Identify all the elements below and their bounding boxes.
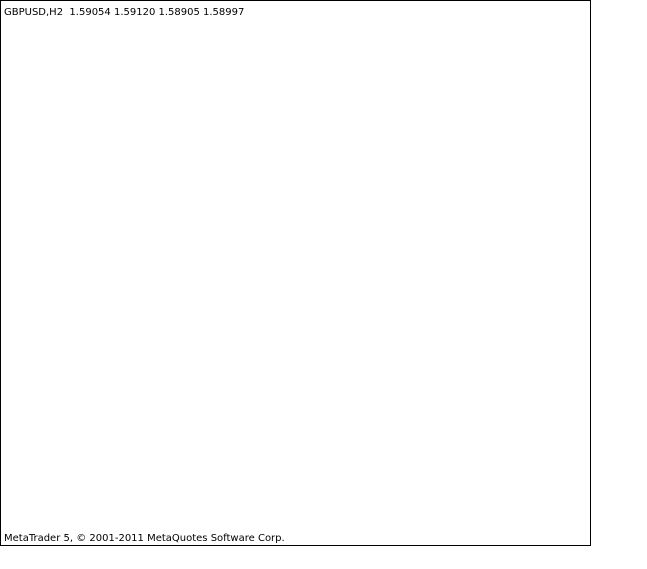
plot-frame: [0, 0, 591, 546]
chart-title: GBPUSD,H2 1.59054 1.59120 1.58905 1.5899…: [4, 7, 244, 18]
footer: MetaTrader 5, © 2001-2011 MetaQuotes Sof…: [4, 533, 285, 544]
